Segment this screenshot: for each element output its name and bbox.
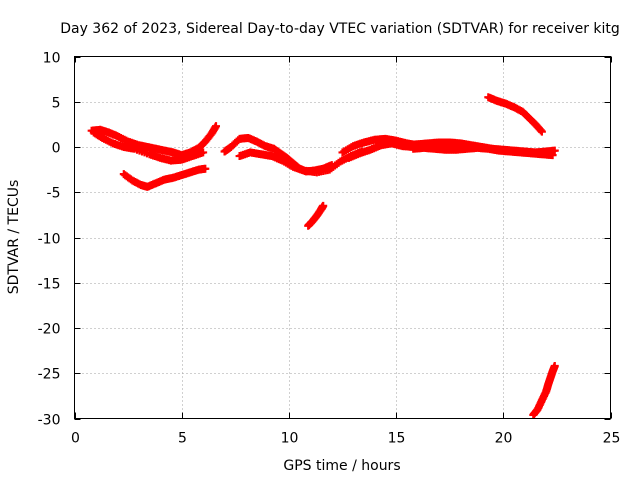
series-arc-high-right [484,93,546,136]
y-tick-label: 10 [43,51,61,67]
data-point [319,201,328,210]
series-arc-mid-b [235,147,366,177]
y-tick-label: -30 [38,413,61,429]
y-tick-label: 0 [52,141,61,157]
y-tick-label: -5 [47,186,61,202]
grid [74,56,611,419]
y-tick-labels: -30 -25 -20 -15 -10 -5 0 5 10 [38,51,61,429]
series-arc-main-a [87,122,221,160]
x-tick-label: 5 [178,431,187,447]
series-arc-dip [304,201,328,230]
x-axis-label: GPS time / hours [283,458,400,474]
y-tick-label: -10 [38,232,61,248]
x-tick-label: 10 [281,431,299,447]
x-tick-labels: 0 5 10 15 20 25 [71,431,620,447]
plot-frame [74,56,611,419]
x-tick-label: 20 [495,431,513,447]
data-point [550,146,559,155]
y-axis-label: SDTVAR / TECUs [6,180,22,295]
series-arc-low-left [119,164,210,191]
data-point [199,148,208,157]
series-arc-main-a-lower [89,128,208,165]
y-tick-label: -20 [38,322,61,338]
x-tick-label: 0 [71,431,80,447]
y-tick-label: 5 [52,96,61,112]
series-arc-right-b [409,143,557,160]
series-arc-steep [529,362,559,419]
data-points [87,93,559,419]
y-tick-label: -25 [38,367,61,383]
chart-title: Day 362 of 2023, Sidereal Day-to-day VTE… [60,21,620,37]
data-point [537,127,546,136]
data-point [548,151,557,160]
x-tick-label: 25 [603,431,621,447]
x-tick-label: 15 [388,431,406,447]
data-point [212,122,221,131]
y-tick-label: -15 [38,277,61,293]
data-point [201,164,210,173]
axis-ticks [74,56,612,420]
data-point [550,362,559,371]
